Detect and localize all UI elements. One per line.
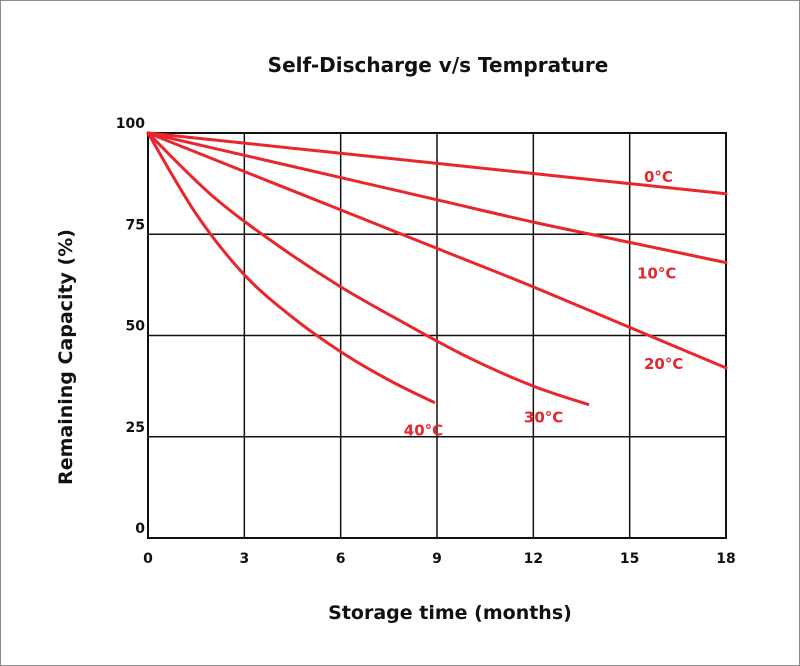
- y-tick-label: 0: [135, 521, 145, 537]
- series-label-10c: 10°C: [637, 265, 676, 283]
- x-tick-label: 3: [239, 551, 249, 567]
- series-lines: [146, 131, 728, 406]
- y-tick-label: 25: [126, 420, 145, 436]
- series-line-40c: [146, 131, 436, 404]
- series-line-30c: [146, 131, 590, 406]
- chart-title: Self-Discharge v/s Temprature: [268, 53, 609, 77]
- y-tick-label: 50: [126, 319, 146, 335]
- y-tick-label: 75: [126, 217, 145, 233]
- series-label-20c: 20°C: [644, 355, 683, 373]
- y-tick-label: 100: [116, 116, 145, 132]
- series-line-10c: [146, 131, 728, 265]
- x-tick-label: 6: [336, 551, 346, 567]
- y-axis-title: Remaining Capacity (%): [55, 229, 77, 485]
- x-axis-title: Storage time (months): [328, 602, 572, 624]
- series-labels: 0°C 10°C 20°C 30°C 40°C: [404, 168, 684, 440]
- grid: [147, 132, 727, 539]
- x-tick-label: 18: [716, 551, 735, 567]
- series-label-30c: 30°C: [524, 408, 563, 426]
- x-tick-label: 15: [620, 551, 639, 567]
- series-label-40c: 40°C: [404, 421, 443, 439]
- series-line-0c: [146, 131, 728, 196]
- x-tick-label: 9: [432, 551, 442, 567]
- x-tick-label: 12: [524, 551, 543, 567]
- series-line-20c: [146, 131, 728, 370]
- tick-labels: 0 3 6 9 12 15 18 0 25 50 75 100: [116, 116, 736, 567]
- series-label-0c: 0°C: [644, 168, 673, 186]
- x-tick-label: 0: [143, 551, 153, 567]
